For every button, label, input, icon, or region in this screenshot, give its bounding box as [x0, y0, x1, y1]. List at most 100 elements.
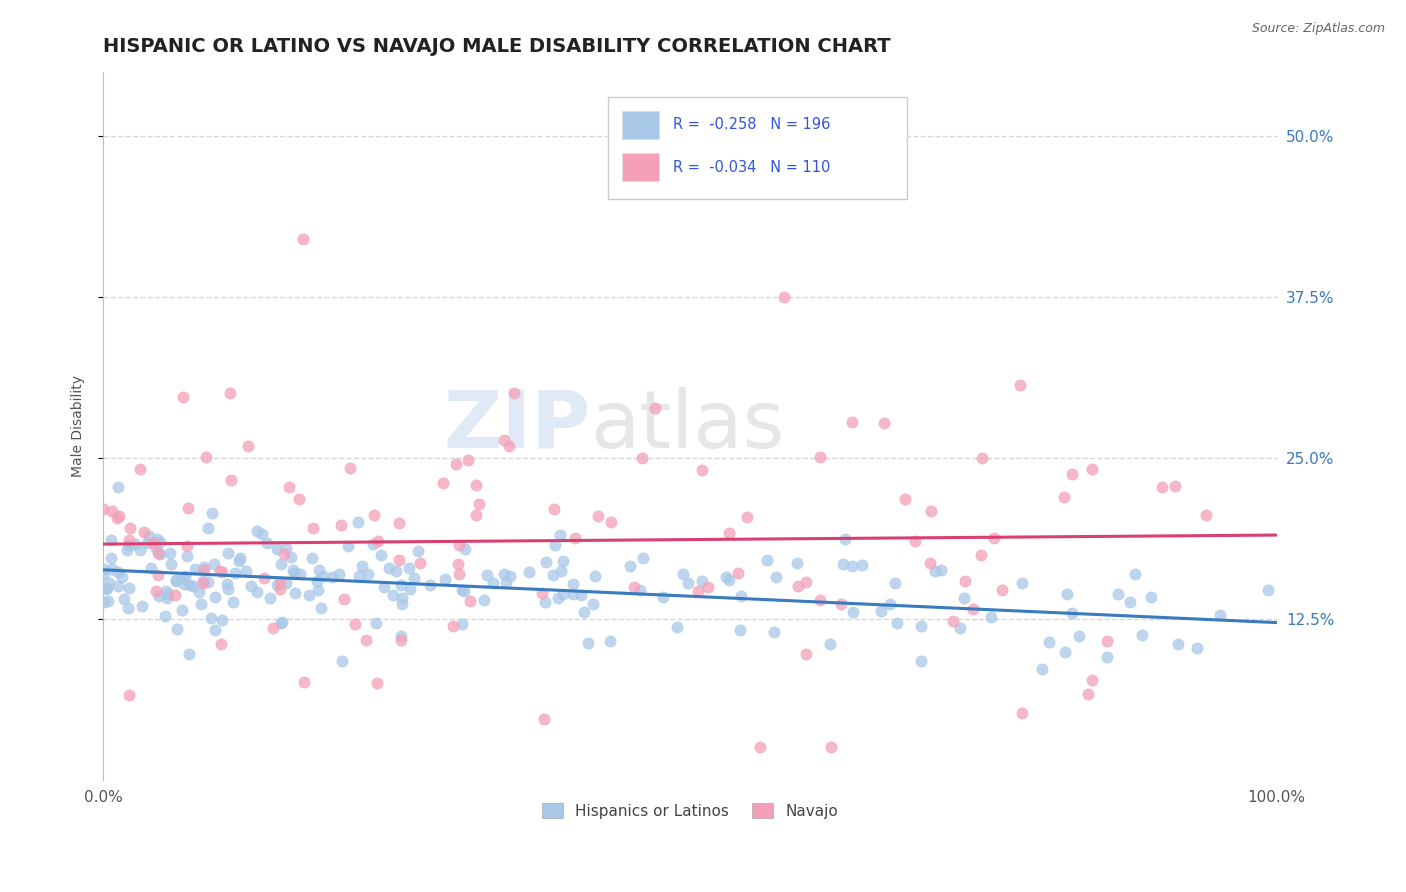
Point — [118, 533, 141, 548]
Point — [262, 621, 284, 635]
Point — [98, 576, 121, 591]
Point — [139, 561, 162, 575]
Point — [271, 615, 294, 629]
Point — [499, 568, 522, 582]
Point — [211, 565, 233, 579]
Point — [311, 601, 333, 615]
Point — [129, 462, 152, 476]
Point — [172, 390, 194, 404]
Point — [419, 578, 441, 592]
Legend: Hispanics or Latinos, Navajo: Hispanics or Latinos, Navajo — [536, 797, 845, 825]
Point — [1167, 637, 1189, 651]
Point — [688, 584, 710, 599]
Point — [191, 574, 214, 588]
Point — [160, 557, 183, 571]
Point — [547, 591, 569, 605]
Point — [600, 515, 623, 529]
Point — [149, 547, 172, 561]
Point — [1038, 634, 1060, 648]
Point — [1031, 662, 1053, 676]
Point — [246, 524, 269, 538]
Point — [129, 543, 152, 558]
Point — [530, 586, 553, 600]
Point — [464, 477, 486, 491]
Point — [201, 506, 224, 520]
Point — [188, 585, 211, 599]
Point — [131, 599, 153, 614]
Point — [292, 674, 315, 689]
Point — [550, 564, 572, 578]
Point — [307, 582, 329, 597]
Point — [389, 632, 412, 647]
Point — [330, 654, 353, 668]
Point — [918, 556, 941, 570]
Point — [115, 543, 138, 558]
Point — [337, 539, 360, 553]
Point — [851, 558, 873, 572]
Point — [108, 508, 131, 523]
Point — [409, 556, 432, 570]
Point — [219, 385, 242, 400]
Point — [238, 439, 260, 453]
Point — [1209, 607, 1232, 622]
Point — [93, 562, 115, 576]
Point — [94, 582, 117, 597]
Point — [1062, 606, 1084, 620]
Point — [389, 629, 412, 643]
FancyBboxPatch shape — [621, 111, 659, 139]
Point — [200, 611, 222, 625]
Point — [494, 433, 516, 447]
Point — [298, 588, 321, 602]
Point — [174, 569, 197, 583]
Point — [794, 574, 817, 589]
Point — [132, 525, 155, 540]
Point — [179, 578, 201, 592]
Point — [441, 619, 464, 633]
Point — [894, 491, 917, 506]
Point — [450, 616, 472, 631]
Point — [344, 617, 367, 632]
Point — [93, 567, 115, 582]
Point — [1011, 576, 1033, 591]
Point — [177, 647, 200, 661]
Point — [1011, 706, 1033, 720]
Point — [953, 591, 976, 606]
Point — [534, 595, 557, 609]
Point — [145, 541, 167, 555]
Point — [387, 553, 409, 567]
Point — [983, 531, 1005, 545]
Point — [495, 575, 517, 590]
Point — [910, 619, 932, 633]
Point — [111, 570, 134, 584]
Point — [312, 568, 335, 582]
Point — [159, 546, 181, 560]
Point — [176, 549, 198, 563]
Point — [630, 450, 652, 465]
Point — [536, 555, 558, 569]
Point — [256, 536, 278, 550]
Point — [714, 569, 737, 583]
Point — [444, 457, 467, 471]
Point — [690, 462, 713, 476]
Point — [468, 497, 491, 511]
Point — [387, 516, 409, 531]
Point — [1187, 640, 1209, 655]
Point — [173, 577, 195, 591]
Point — [665, 620, 688, 634]
Point — [328, 566, 350, 581]
Point — [475, 568, 498, 582]
Point — [124, 537, 146, 551]
Point — [347, 568, 370, 582]
Point — [1150, 480, 1173, 494]
Point — [980, 609, 1002, 624]
Point — [165, 573, 187, 587]
Text: R =  -0.258   N = 196: R = -0.258 N = 196 — [673, 118, 831, 132]
Point — [561, 586, 583, 600]
Point — [184, 562, 207, 576]
Point — [284, 586, 307, 600]
Point — [494, 567, 516, 582]
Point — [96, 581, 118, 595]
Point — [873, 416, 896, 430]
Point — [841, 558, 863, 573]
Point — [879, 598, 901, 612]
